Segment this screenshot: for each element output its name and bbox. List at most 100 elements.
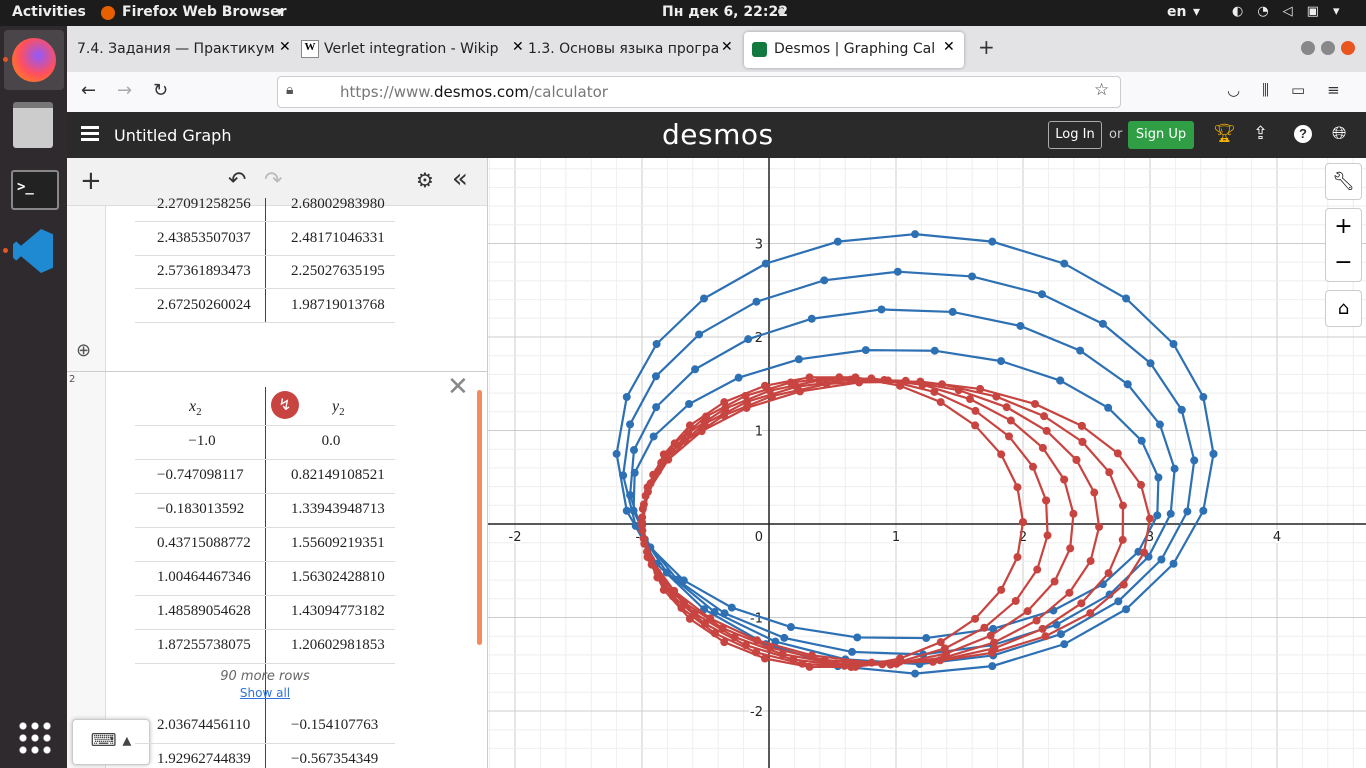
- table-cell: 2.48171046331: [291, 229, 385, 246]
- tab-active[interactable]: Desmos | Graphing Calcul ✕: [744, 32, 964, 68]
- clock[interactable]: Пн дек 6, 22:22: [662, 4, 788, 20]
- tab[interactable]: Verlet integration - Wikip: [324, 41, 499, 57]
- curve-point: [771, 637, 780, 646]
- tab-icon: [752, 42, 767, 57]
- menu[interactable]: [81, 126, 99, 129]
- zoom-controls[interactable]: + −: [1325, 208, 1362, 282]
- curve-point: [1157, 555, 1166, 564]
- origin-label: 0: [755, 530, 763, 545]
- lang-arrow: ▾: [1193, 4, 1201, 20]
- redo[interactable]: ↷: [264, 168, 283, 193]
- back[interactable]: ←: [81, 80, 97, 101]
- curve-point: [710, 629, 719, 638]
- close-window[interactable]: [1341, 41, 1355, 55]
- toolbar-icons[interactable]: ◡⫼▭≡: [1227, 81, 1362, 99]
- header-sub: 2: [196, 406, 202, 419]
- curve-point: [752, 648, 761, 657]
- x-tick-label: 4: [1273, 530, 1281, 545]
- table-cell: 1.56302428810: [291, 569, 385, 585]
- curve-point: [695, 330, 704, 339]
- app-menu[interactable]: Firefox Web Browser: [122, 4, 287, 20]
- curve-point: [1032, 616, 1041, 625]
- graph-settings[interactable]: 🔧︎: [1325, 163, 1362, 200]
- curve-point: [1177, 405, 1186, 414]
- tab-close[interactable]: ✕: [279, 39, 291, 55]
- curve-point: [734, 373, 743, 382]
- curve-point: [1153, 511, 1162, 520]
- graph-title[interactable]: Untitled Graph: [114, 126, 232, 145]
- files-icon[interactable]: [13, 102, 53, 148]
- curve-point: [778, 650, 787, 659]
- row-line: [135, 425, 395, 426]
- maximize[interactable]: [1321, 41, 1335, 55]
- desmos-header: Untitled Graph desmos Log In or Sign Up …: [67, 112, 1366, 158]
- terminal-icon[interactable]: >_: [11, 170, 59, 210]
- minimize[interactable]: [1301, 41, 1315, 55]
- curve-point: [861, 346, 870, 355]
- curve-point: [968, 272, 977, 281]
- curve-point: [1019, 518, 1027, 527]
- app-grid[interactable]: [17, 720, 51, 754]
- activities[interactable]: Activities: [12, 4, 86, 20]
- undo[interactable]: ↶: [228, 168, 247, 193]
- row-line: [135, 254, 395, 256]
- new-tab[interactable]: +: [978, 35, 995, 59]
- scrollbar[interactable]: [477, 390, 482, 645]
- curve-point: [1170, 464, 1179, 473]
- table-cell: 0.82149108521: [291, 467, 385, 483]
- add-item[interactable]: +: [80, 166, 102, 196]
- curve-point: [1023, 607, 1032, 616]
- curve-point: [626, 491, 635, 500]
- vscode-icon[interactable]: [13, 229, 53, 273]
- firefox-icon[interactable]: [12, 38, 56, 82]
- keyboard-toggle[interactable]: ⌨ ▴: [72, 719, 150, 765]
- or: or: [1109, 127, 1123, 142]
- trophy[interactable]: 🏆︎: [1213, 123, 1236, 144]
- tab[interactable]: 1.3. Основы языка програм: [528, 41, 718, 57]
- curve-point: [1042, 426, 1051, 435]
- curve-point: [1060, 475, 1069, 484]
- delete-expression[interactable]: ✕: [447, 372, 469, 402]
- share[interactable]: ⇪: [1253, 123, 1269, 144]
- login-button[interactable]: Log In: [1048, 121, 1102, 149]
- tab[interactable]: 7.4. Задания — Практикум: [77, 41, 275, 57]
- zoom-home[interactable]: ⌂: [1325, 290, 1362, 327]
- curve-point: [626, 420, 635, 429]
- running-dot: [3, 57, 8, 62]
- language[interactable]: 🌐︎: [1332, 123, 1347, 144]
- curve-point: [855, 378, 864, 387]
- curve: [628, 308, 1176, 656]
- language[interactable]: en: [1167, 4, 1187, 20]
- curve-point: [1056, 376, 1065, 385]
- tab-close[interactable]: ✕: [721, 39, 733, 55]
- app-menu-arrow: ▾: [276, 4, 284, 20]
- y-tick-label: 3: [755, 238, 763, 253]
- collapse[interactable]: «: [452, 164, 468, 194]
- zoom-fit[interactable]: ⊕: [76, 340, 92, 361]
- reload[interactable]: ↻: [153, 80, 169, 101]
- panel-toolbar: + ↶ ↷ ⚙ «: [67, 158, 487, 206]
- bookmark-star[interactable]: ☆: [1094, 80, 1110, 100]
- signup-button[interactable]: Sign Up: [1128, 121, 1194, 149]
- curve-point: [786, 623, 795, 632]
- forward[interactable]: →: [117, 80, 133, 101]
- curve-point: [643, 487, 652, 496]
- curve-point: [1122, 294, 1131, 303]
- tab-close[interactable]: ✕: [512, 39, 524, 55]
- curve-point: [980, 623, 989, 632]
- url-bar[interactable]: 🔒︎ https://www.desmos.com/calculator ☆: [277, 76, 1121, 108]
- table-cell: 2.25027635195: [291, 263, 385, 279]
- curve-point: [1069, 509, 1078, 518]
- curve-point: [670, 586, 679, 595]
- curve-point: [1038, 290, 1047, 299]
- row-line: [135, 663, 395, 664]
- curve-point: [1076, 346, 1085, 355]
- help[interactable]: ?: [1294, 125, 1312, 143]
- style-icon[interactable]: ↯: [271, 391, 299, 419]
- curve-point: [752, 636, 761, 645]
- settings[interactable]: ⚙: [416, 168, 434, 192]
- tray-icons[interactable]: ◐◔◁▣▾: [1232, 4, 1354, 19]
- show-all[interactable]: Show all: [239, 686, 291, 700]
- tab-close[interactable]: ✕: [943, 39, 955, 55]
